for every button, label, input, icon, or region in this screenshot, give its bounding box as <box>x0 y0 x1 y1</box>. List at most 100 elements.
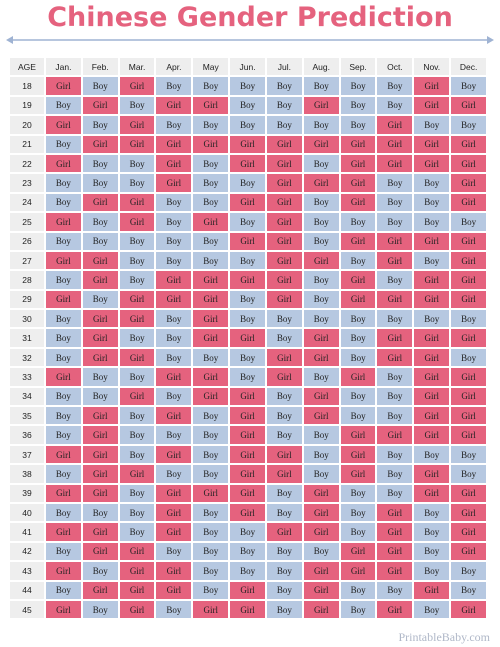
prediction-cell: Boy <box>340 329 376 347</box>
prediction-cell: Girl <box>156 135 192 153</box>
prediction-cell: Girl <box>82 271 118 289</box>
prediction-cell: Girl <box>266 193 302 212</box>
prediction-cell: Girl <box>119 290 155 309</box>
prediction-cell: Girl <box>303 600 339 619</box>
prediction-cell: Girl <box>156 96 192 115</box>
prediction-cell: Girl <box>451 290 486 309</box>
prediction-cell: Girl <box>377 290 413 309</box>
prediction-cell: Girl <box>377 154 413 173</box>
prediction-cell: Girl <box>266 271 302 289</box>
prediction-cell: Girl <box>377 251 413 270</box>
prediction-cell: Girl <box>46 445 81 464</box>
prediction-cell: Girl <box>156 581 192 599</box>
age-cell: 29 <box>10 290 44 309</box>
prediction-cell: Boy <box>82 503 118 522</box>
prediction-cell: Boy <box>230 96 265 115</box>
prediction-cell: Girl <box>46 368 81 386</box>
age-cell: 31 <box>10 329 44 347</box>
prediction-cell: Girl <box>119 348 155 367</box>
prediction-cell: Girl <box>156 562 192 580</box>
prediction-cell: Boy <box>230 368 265 386</box>
prediction-cell: Girl <box>46 213 81 231</box>
prediction-cell: Boy <box>266 426 302 444</box>
prediction-cell: Boy <box>156 329 192 347</box>
prediction-cell: Girl <box>193 290 229 309</box>
prediction-cell: Girl <box>156 290 192 309</box>
age-cell: 43 <box>10 562 44 580</box>
age-cell: 37 <box>10 445 44 464</box>
prediction-cell: Boy <box>193 523 229 541</box>
prediction-cell: Boy <box>377 387 413 406</box>
prediction-cell: Girl <box>414 232 450 250</box>
prediction-cell: Girl <box>230 387 265 406</box>
prediction-cell: Boy <box>377 407 413 425</box>
prediction-cell: Girl <box>82 310 118 328</box>
age-cell: 26 <box>10 232 44 250</box>
prediction-cell: Girl <box>414 348 450 367</box>
prediction-cell: Girl <box>377 542 413 561</box>
column-header: Jul. <box>266 58 302 76</box>
prediction-cell: Girl <box>451 387 486 406</box>
prediction-cell: Boy <box>451 310 486 328</box>
age-cell: 30 <box>10 310 44 328</box>
prediction-cell: Boy <box>82 213 118 231</box>
prediction-cell: Boy <box>414 445 450 464</box>
prediction-cell: Boy <box>451 116 486 134</box>
prediction-cell: Boy <box>377 96 413 115</box>
prediction-cell: Boy <box>82 562 118 580</box>
prediction-cell: Boy <box>377 77 413 95</box>
prediction-cell: Boy <box>303 271 339 289</box>
prediction-cell: Girl <box>193 135 229 153</box>
prediction-cell: Boy <box>193 465 229 483</box>
column-header: Dec. <box>451 58 486 76</box>
prediction-cell: Girl <box>266 465 302 483</box>
prediction-cell: Boy <box>46 426 81 444</box>
prediction-cell: Girl <box>156 407 192 425</box>
prediction-cell: Boy <box>119 271 155 289</box>
prediction-cell: Boy <box>451 562 486 580</box>
prediction-cell: Girl <box>414 96 450 115</box>
prediction-cell: Boy <box>193 542 229 561</box>
prediction-cell: Girl <box>303 251 339 270</box>
prediction-cell: Girl <box>156 174 192 192</box>
prediction-cell: Girl <box>193 600 229 619</box>
prediction-cell: Boy <box>414 523 450 541</box>
prediction-cell: Boy <box>451 445 486 464</box>
prediction-cell: Girl <box>340 154 376 173</box>
prediction-cell: Boy <box>46 232 81 250</box>
prediction-cell: Boy <box>46 465 81 483</box>
prediction-cell: Girl <box>46 290 81 309</box>
prediction-cell: Boy <box>46 329 81 347</box>
prediction-cell: Boy <box>230 213 265 231</box>
prediction-cell: Boy <box>46 542 81 561</box>
prediction-cell: Boy <box>377 465 413 483</box>
prediction-cell: Boy <box>303 232 339 250</box>
prediction-cell: Boy <box>193 116 229 134</box>
prediction-cell: Boy <box>156 116 192 134</box>
prediction-cell: Girl <box>82 465 118 483</box>
prediction-cell: Boy <box>266 329 302 347</box>
age-cell: 33 <box>10 368 44 386</box>
prediction-cell: Girl <box>377 135 413 153</box>
prediction-cell: Boy <box>266 96 302 115</box>
prediction-cell: Boy <box>340 310 376 328</box>
prediction-cell: Girl <box>414 290 450 309</box>
prediction-cell: Girl <box>303 387 339 406</box>
prediction-cell: Boy <box>119 523 155 541</box>
prediction-cell: Girl <box>340 368 376 386</box>
prediction-cell: Boy <box>303 310 339 328</box>
prediction-cell: Girl <box>414 329 450 347</box>
prediction-cell: Girl <box>230 154 265 173</box>
prediction-cell: Girl <box>303 581 339 599</box>
age-cell: 25 <box>10 213 44 231</box>
prediction-cell: Girl <box>451 135 486 153</box>
prediction-cell: Boy <box>377 368 413 386</box>
prediction-cell: Girl <box>119 213 155 231</box>
prediction-cell: Boy <box>156 251 192 270</box>
prediction-cell: Girl <box>156 523 192 541</box>
prediction-cell: Girl <box>340 193 376 212</box>
prediction-cell: Girl <box>303 96 339 115</box>
prediction-cell: Girl <box>230 407 265 425</box>
prediction-cell: Girl <box>266 445 302 464</box>
prediction-cell: Boy <box>414 174 450 192</box>
